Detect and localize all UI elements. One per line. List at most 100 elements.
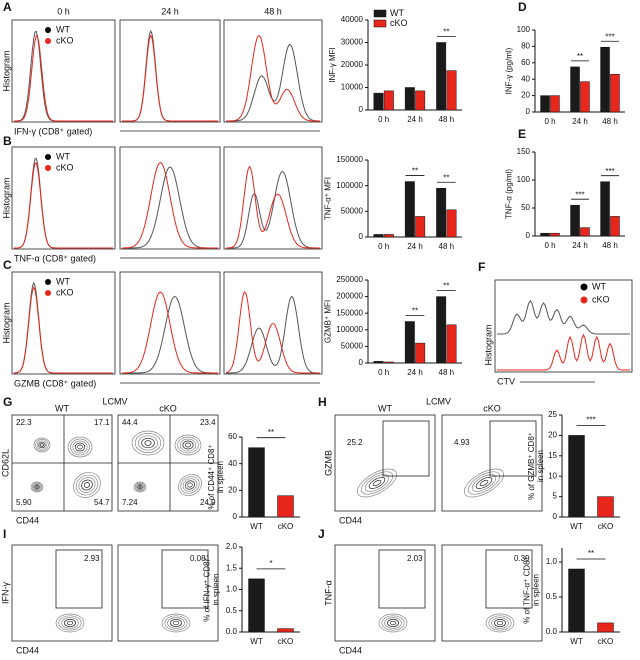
contour [389,620,397,626]
flow-title: LCMV [426,396,451,406]
gate-value: 5.90 [16,498,32,507]
histogram-curve [226,170,320,249]
contour [170,619,182,627]
significance-label: *** [605,32,614,41]
x-tick-label: 48 h [602,117,618,126]
flow-title: LCMV [102,396,127,406]
contour [64,619,76,627]
histogram-frame [223,271,323,375]
gate [378,549,426,609]
histogram-frame [119,19,221,123]
significance-label: *** [586,416,595,425]
contour [34,484,40,490]
contour [30,481,44,493]
y-tick-label: 0 [359,105,364,114]
contour [494,619,506,627]
significance-label: ** [588,549,594,558]
x-axis-label: CD44 [339,515,362,525]
gate-value: 22.3 [16,418,32,427]
gate-value: 25.2 [347,438,363,447]
y-tick-label: 0 [526,231,531,240]
y-axis-label: IFN-γ [0,582,10,604]
contour [164,615,188,631]
significance-label: ** [443,28,449,37]
contour [133,481,147,493]
bar [277,628,294,633]
x-tick-label: 24 h [407,115,423,124]
contour [179,438,197,452]
contour [134,433,162,453]
histogram-curve [226,34,320,122]
legend-label: WT [390,8,404,18]
bar [540,232,550,237]
y-tick-label: 80 [521,42,530,51]
bar [568,435,585,518]
legend-label: WT [56,151,70,161]
x-tick-label: 48 h [439,368,455,377]
contour [136,483,144,491]
panel-letter: E [518,127,526,141]
x-tick-label: 0 h [544,117,555,126]
legend-label: WT [56,276,70,286]
y-tick-label: 25 [548,410,557,419]
contour [180,476,200,494]
bar [436,187,447,238]
flow-frame [441,414,543,512]
significance-label: ** [268,428,274,437]
significance-label: * [269,559,272,568]
legend-label: cKO [390,18,408,28]
contour [72,440,88,454]
bar [446,209,457,238]
y-tick-label: 50 [521,203,530,212]
y-axis-label: Histogram [483,324,493,365]
histogram-curve [497,333,630,371]
contour [138,435,158,451]
contour [187,482,193,488]
contour [496,620,504,626]
legend-label: WT [56,24,70,34]
contour [182,478,198,492]
panel-letter: G [3,395,12,409]
y-axis-label: CD62L [0,449,10,477]
contour [70,438,90,456]
bar [570,66,580,113]
bar [610,216,620,237]
bar [436,42,447,111]
bar [597,496,614,518]
bar [248,447,265,518]
y-axis-label: Histogram [1,302,11,343]
panel-letter: F [478,260,485,274]
gate-value: 4.93 [454,438,470,447]
y-axis-label: TNF-α [323,580,333,606]
bar [383,361,394,364]
x-tick-label: 48 h [602,241,618,250]
legend-label: cKO [592,294,610,304]
y-axis-label: TNF-α (pg/ml) [504,169,513,219]
contour [381,615,405,631]
contour [75,474,99,496]
x-tick-label: 48 h [439,115,455,124]
histogram-curve [14,162,113,249]
y-tick-label: 20 [521,91,530,100]
contour [161,613,191,633]
gate [382,420,430,477]
x-axis-label: CTV [497,376,515,386]
histogram-curve [225,291,320,374]
x-axis-label: CD44 [16,515,39,525]
histogram-curve [122,295,218,374]
x-tick-label: 0 h [378,368,389,377]
y-tick-label: 5 [553,492,558,501]
contour [141,437,155,449]
y-axis-label: INF-γ MFI [328,47,337,83]
x-tick-label: WT [250,522,263,531]
contour [35,439,49,451]
y-axis-label: GZMB [323,450,333,476]
bar [600,181,610,237]
legend-swatch [373,9,387,18]
x-axis-label: CD44 [339,645,362,655]
y-tick-label: 200000 [336,292,363,301]
bar [580,81,590,113]
contour [185,442,191,448]
